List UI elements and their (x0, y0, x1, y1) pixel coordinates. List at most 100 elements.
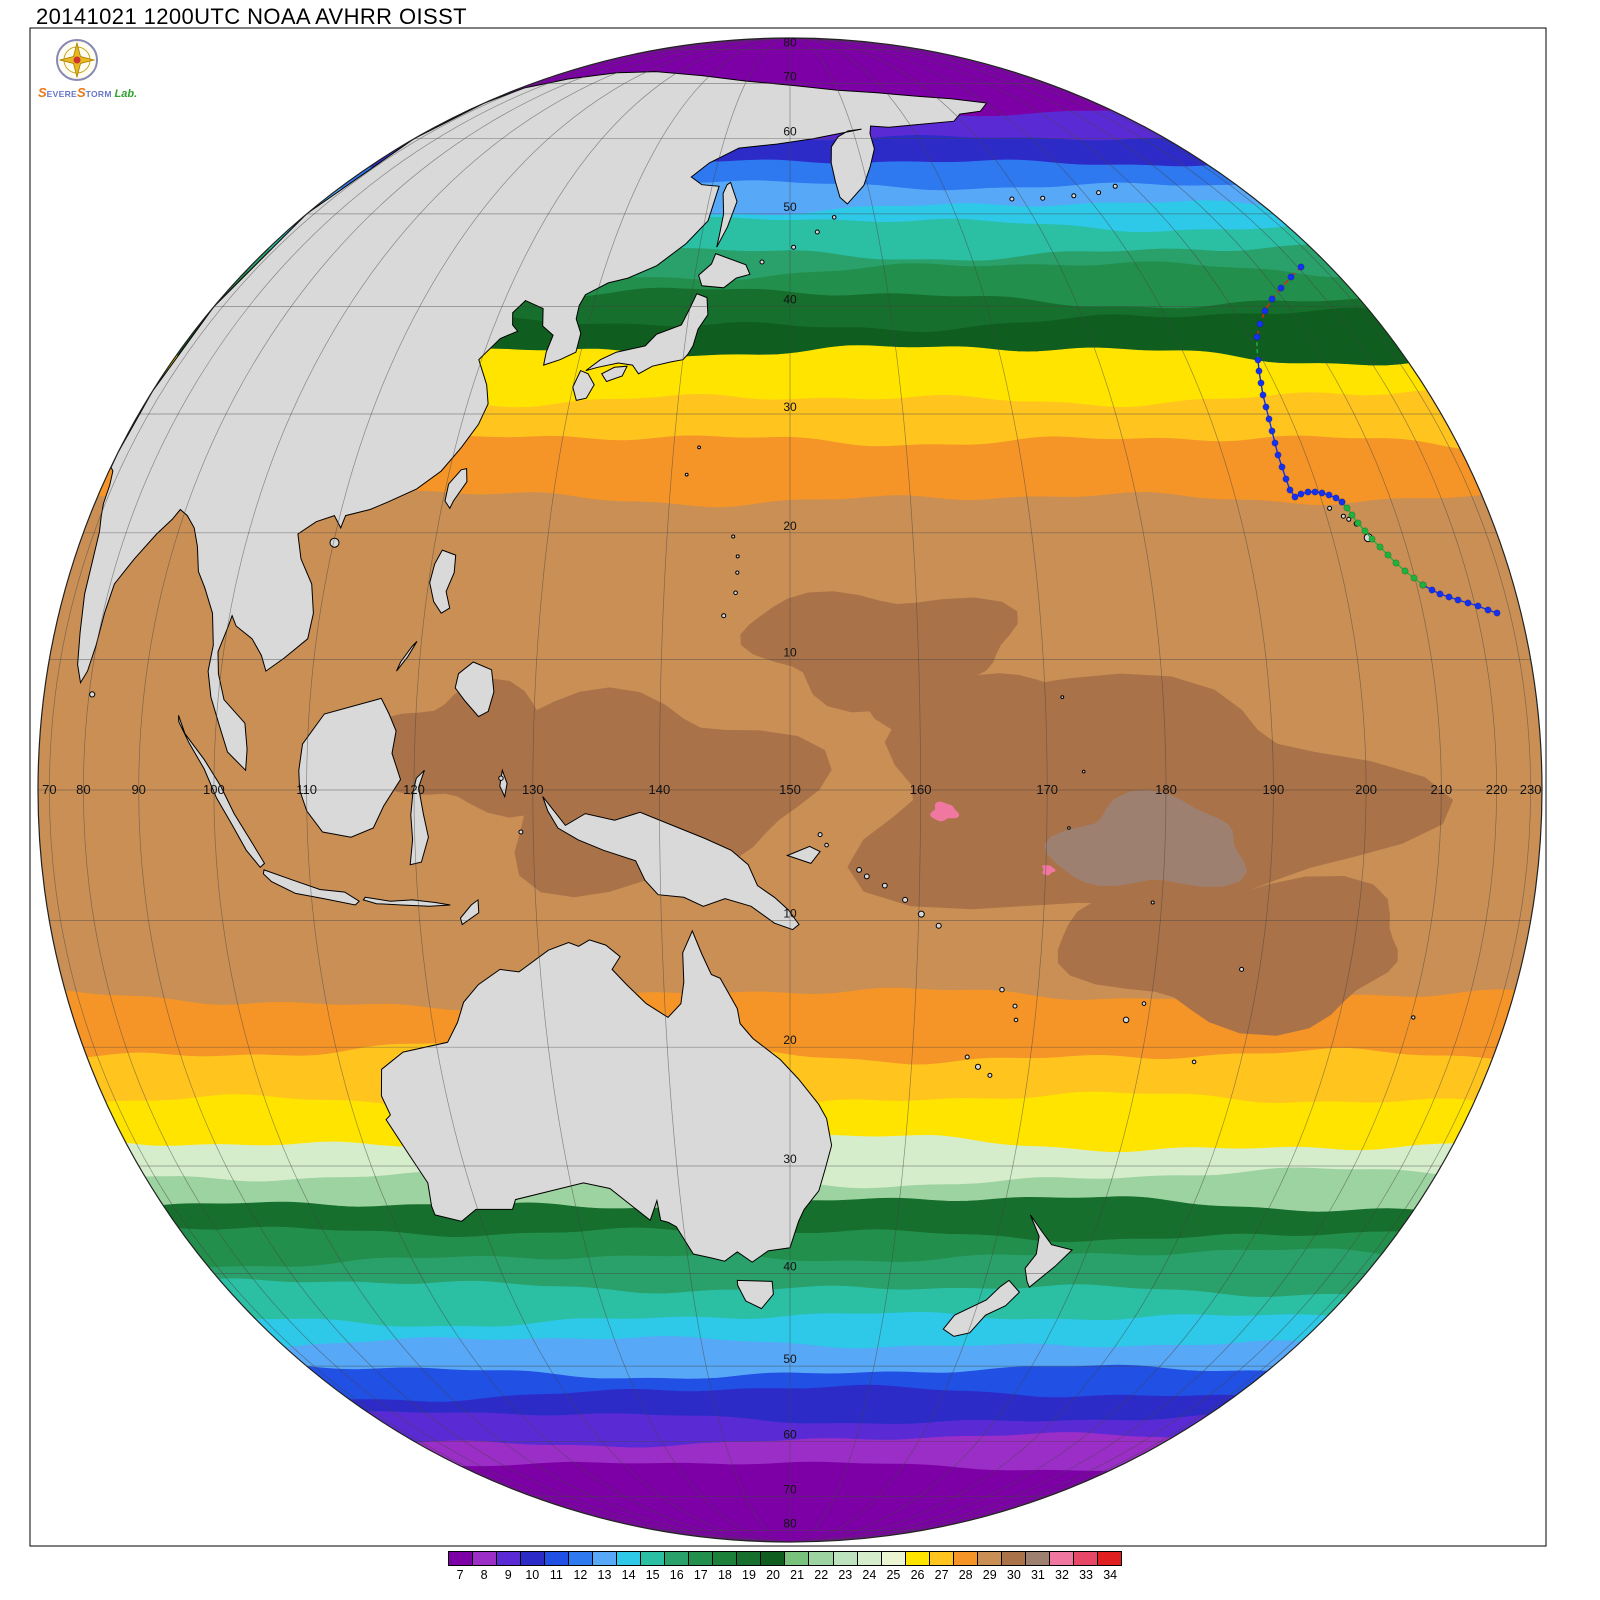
colorbar-tick-label: 9 (504, 1568, 512, 1582)
track-point (1282, 475, 1290, 483)
colorbar-tick-label: 11 (549, 1568, 563, 1582)
colorbar-tick-label: 27 (934, 1568, 949, 1582)
colorbar-tick-label: 15 (645, 1568, 660, 1582)
track-point (1311, 488, 1319, 496)
storm-track (1253, 263, 1501, 617)
track-point (1304, 488, 1312, 496)
track-point (1268, 427, 1276, 435)
lon-label: 70 (42, 782, 56, 797)
colorbar-cell (1048, 1552, 1073, 1565)
colorbar-cell (496, 1552, 521, 1565)
colorbar-tick-label: 22 (814, 1568, 829, 1582)
colorbar-tick-label: 8 (480, 1568, 488, 1582)
track-point (1493, 609, 1501, 617)
track-point (1484, 606, 1492, 614)
colorbar-cell (1024, 1552, 1049, 1565)
track-point (1338, 498, 1346, 506)
colorbar-tick-label: 17 (693, 1568, 708, 1582)
track-point (1436, 590, 1444, 598)
track-point (1262, 403, 1270, 411)
track-point (1392, 559, 1400, 567)
track-point (1325, 491, 1333, 499)
colorbar-cell (544, 1552, 569, 1565)
track-point (1454, 596, 1462, 604)
colorbar-tick-label: 12 (573, 1568, 588, 1582)
colorbar-cell (712, 1552, 737, 1565)
colorbar-cell (832, 1552, 857, 1565)
lat-label: 40 (783, 293, 797, 307)
map-frame (29, 27, 1547, 1547)
lat-label: 30 (783, 400, 797, 414)
logo-letter-s1: S (38, 85, 47, 100)
track-point (1259, 391, 1267, 399)
track-point (1256, 320, 1264, 328)
track-point (1291, 493, 1299, 501)
track-point (1410, 574, 1418, 582)
colorbar-cell (616, 1552, 641, 1565)
colorbar-cell (952, 1552, 977, 1565)
map-title: 20141021 1200UTC NOAA AVHRR OISST (36, 4, 467, 29)
track-point (1274, 451, 1282, 459)
colorbar-tick-label: 30 (1006, 1568, 1021, 1582)
colorbar-cell (928, 1552, 953, 1565)
track-point (1354, 519, 1362, 527)
track-point (1474, 602, 1482, 610)
colorbar-tick-label: 32 (1055, 1568, 1069, 1582)
colorbar-cell (568, 1552, 593, 1565)
lat-label: 50 (783, 1352, 797, 1366)
globe-outline (37, 37, 1543, 1543)
track-point (1254, 356, 1262, 364)
colorbar-tick-label: 21 (790, 1568, 805, 1582)
track-point (1278, 463, 1286, 471)
lon-label: 180 (1155, 782, 1177, 797)
colorbar-tick-label: 31 (1030, 1568, 1045, 1582)
lab-emblem-icon (56, 39, 98, 81)
colorbar-tick-label: 14 (621, 1568, 636, 1582)
colorbar-cell (784, 1552, 809, 1565)
lat-label: 70 (783, 1483, 797, 1497)
colorbar-cell (808, 1552, 833, 1565)
colorbar-cell (449, 1552, 473, 1565)
warm-anomaly-blobs (366, 591, 1454, 1036)
lat-label: 80 (783, 1517, 797, 1531)
track-point (1277, 284, 1285, 292)
track-point (1464, 599, 1472, 607)
colorbar-cell (1072, 1552, 1097, 1565)
track-point (1368, 535, 1376, 543)
track-point (1361, 527, 1369, 535)
lat-label: 10 (783, 645, 797, 659)
colorbar-cell (736, 1552, 761, 1565)
track-point (1261, 307, 1269, 315)
colorbar-tick-label: 20 (766, 1568, 780, 1582)
track-point (1271, 439, 1279, 447)
lab-name-text: SEVERESTORM Lab. (38, 85, 137, 100)
lon-label: 160 (910, 782, 932, 797)
lon-label: 140 (649, 782, 671, 797)
colorbar-tick-label: 13 (597, 1568, 612, 1582)
colorbar-tick-label: 34 (1103, 1568, 1118, 1582)
colorbar-cell (1000, 1552, 1025, 1565)
colorbar-tick-label: 33 (1079, 1568, 1094, 1582)
track-point (1384, 551, 1392, 559)
severe-storm-lab-logo: SEVERESTORM Lab. (38, 36, 137, 100)
colorbar-tick-label: 10 (525, 1568, 540, 1582)
lat-label: 60 (783, 125, 797, 139)
grid-labels: 70 80 90 100 110 120 130 140 150 160 170 180 190 200 2… (42, 35, 1541, 1530)
lat-label: 60 (783, 1427, 797, 1441)
colorbar-cell (1096, 1552, 1121, 1565)
colorbar-tick-label: 25 (886, 1568, 901, 1582)
lat-label: 40 (783, 1259, 797, 1273)
lon-label: 90 (131, 782, 145, 797)
track-point (1268, 295, 1276, 303)
logo-letter-s2: S (77, 85, 86, 100)
lat-label: 20 (783, 519, 797, 533)
colorbar-tick-label: 26 (910, 1568, 925, 1582)
lat-label: 50 (783, 200, 797, 214)
colorbar-tick-label: 16 (669, 1568, 684, 1582)
colorbar-cell (664, 1552, 689, 1565)
track-point (1253, 333, 1261, 341)
lon-label: 120 (403, 782, 425, 797)
logo-word-evere: EVERE (46, 89, 77, 99)
lat-label: 10 (783, 907, 797, 921)
